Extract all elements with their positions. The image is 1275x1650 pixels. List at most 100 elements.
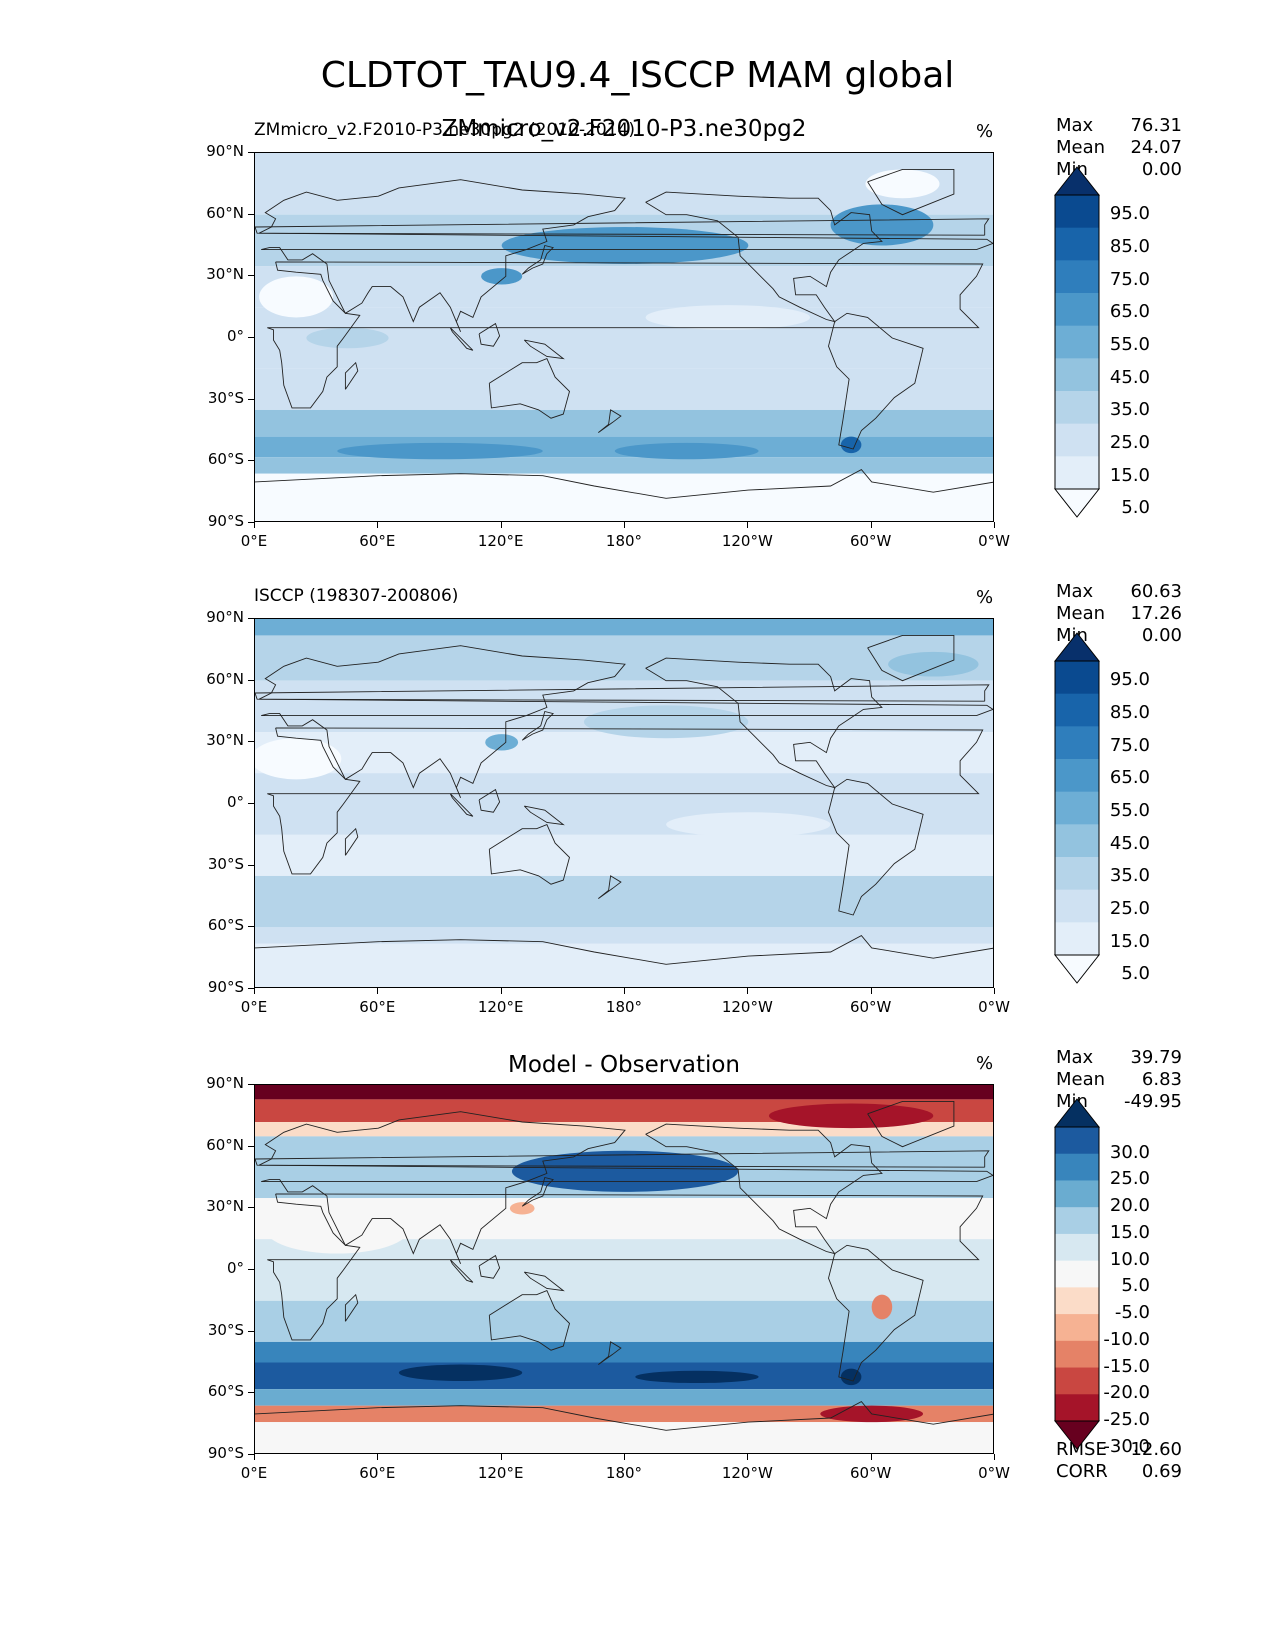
lat-tick <box>248 1454 254 1455</box>
lon-tick-label: 0°E <box>240 1464 268 1482</box>
coastline-antarctica <box>255 935 993 965</box>
colorbar-bin <box>1055 824 1099 858</box>
colorbar-bin <box>1055 1207 1099 1235</box>
contour-region-14 <box>635 1370 759 1384</box>
coastline-africa <box>267 727 984 875</box>
colorbar-bin <box>1055 423 1099 457</box>
contour-region-13 <box>398 1364 523 1381</box>
lon-tick <box>870 1454 872 1460</box>
lon-tick-label: 180° <box>605 532 643 550</box>
colorbar-tick-label: 5.0 <box>1121 1275 1150 1297</box>
contour-region-13 <box>840 436 862 454</box>
lat-tick-label: 60°S <box>207 450 244 469</box>
stat-corr-value: 0.69 <box>1141 1461 1182 1482</box>
colorbar-tick-label: -10.0 <box>1103 1328 1150 1350</box>
colorbar <box>1054 1098 1100 1450</box>
lon-tick-label: 120°E <box>477 998 524 1016</box>
map-difference <box>254 1084 994 1454</box>
coastlines <box>255 634 993 965</box>
lat-tick-label: 90°N <box>206 142 244 160</box>
contour-region-7 <box>255 927 993 944</box>
lat-tick-label: 0° <box>226 1259 244 1277</box>
colorbar-bin <box>1055 791 1099 825</box>
colorbar-tick-label: 55.0 <box>1109 800 1150 821</box>
lon-tick-label: 0°W <box>978 1464 1010 1482</box>
colorbar-tick-label: 15.0 <box>1109 1221 1150 1243</box>
coastline-samerica <box>828 1244 924 1382</box>
lat-tick <box>248 741 254 743</box>
lon-tick-label: 120°E <box>477 1464 524 1482</box>
colorbar-tick-label: 35.0 <box>1109 865 1150 887</box>
lat-tick-label: 30°N <box>206 731 244 750</box>
lat-tick-label: 90°N <box>206 1074 244 1092</box>
colorbar-bin <box>1055 1287 1099 1315</box>
stat-mean-value: 24.07 <box>1130 137 1182 158</box>
stat-mean-label: Mean <box>1056 603 1106 624</box>
colorbar-tick-label: 5.0 <box>1121 497 1150 519</box>
contour-region-4 <box>255 773 993 835</box>
lat-tick <box>248 152 254 153</box>
contour-region-17 <box>768 1103 934 1129</box>
lat-tick-label: 90°S <box>207 978 244 996</box>
contour-region-8 <box>255 943 993 987</box>
stat-mean-label: Mean <box>1056 1069 1106 1090</box>
stat-mean-value: 6.83 <box>1141 1069 1182 1090</box>
lat-tick-label: 0° <box>226 793 244 811</box>
lon-tick-label: 0°W <box>978 998 1010 1016</box>
colorbar-bin <box>1055 693 1099 727</box>
lon-tick <box>994 522 995 528</box>
colorbar-tick-label: 45.0 <box>1109 832 1150 854</box>
lon-tick-label: 120°W <box>721 998 773 1016</box>
stat-min-value: 0.00 <box>1141 159 1182 180</box>
colorbar-tick-label: 25.0 <box>1109 432 1150 453</box>
field-contours <box>255 619 993 987</box>
contour-region-9 <box>255 1389 993 1406</box>
lon-tick-label: 180° <box>605 998 643 1016</box>
lat-tick-label: 30°N <box>206 1197 244 1216</box>
lat-tick <box>248 926 254 928</box>
coastline-greenland <box>867 1100 955 1148</box>
lon-tick <box>254 988 255 994</box>
lon-tick-label: 60°W <box>849 1464 892 1482</box>
contour-region-11 <box>337 442 543 460</box>
colorbar-bin <box>1055 456 1099 490</box>
contour-region-6 <box>255 1300 993 1342</box>
contour-region-9 <box>501 227 749 264</box>
colorbar-bin <box>1055 1394 1099 1422</box>
colorbar-bin <box>1055 1340 1099 1369</box>
contour-region-12 <box>666 812 831 837</box>
coastline-madagascar <box>344 1293 359 1322</box>
coastline-antarctica <box>255 1401 993 1431</box>
lat-tick <box>248 522 254 523</box>
colorbar-tick-label: 15.0 <box>1109 464 1150 486</box>
stat-max-label: Max <box>1056 115 1094 136</box>
colorbar-tick-label: 10.0 <box>1109 1248 1150 1270</box>
colorbar-bin <box>1055 1367 1099 1395</box>
colorbar-frame <box>1054 1126 1100 1422</box>
colorbar-bin <box>1055 293 1099 327</box>
units-label: % <box>976 121 994 142</box>
lon-tick-label: 180° <box>605 1464 643 1482</box>
lat-tick <box>248 803 254 804</box>
lat-tick-label: 60°N <box>206 203 244 222</box>
contour-region-5 <box>255 834 993 876</box>
lon-tick <box>994 1454 995 1460</box>
lat-tick <box>248 864 254 866</box>
coastline-madagascar <box>344 827 359 856</box>
coastline-greenland <box>867 634 955 682</box>
colorbar-tick-label: -5.0 <box>1114 1302 1150 1324</box>
lat-tick-label: 60°N <box>206 1135 244 1154</box>
colorbar-tick-label: 85.0 <box>1109 236 1150 257</box>
coastline-australia <box>488 358 571 419</box>
colorbar-bin <box>1055 391 1099 425</box>
colorbar-tick-label: 20.0 <box>1109 1195 1150 1217</box>
contour-region-3 <box>255 732 993 774</box>
lat-tick-label: 60°S <box>207 1382 244 1401</box>
colorbar-tick-label: 75.0 <box>1109 268 1150 290</box>
coastline-europe <box>258 1111 993 1264</box>
colorbar <box>1054 632 1100 984</box>
coastline-australia <box>488 1290 571 1351</box>
colorbar-tick-label: -20.0 <box>1103 1382 1150 1404</box>
lon-tick <box>254 522 255 528</box>
lon-tick-label: 120°W <box>721 1464 773 1482</box>
